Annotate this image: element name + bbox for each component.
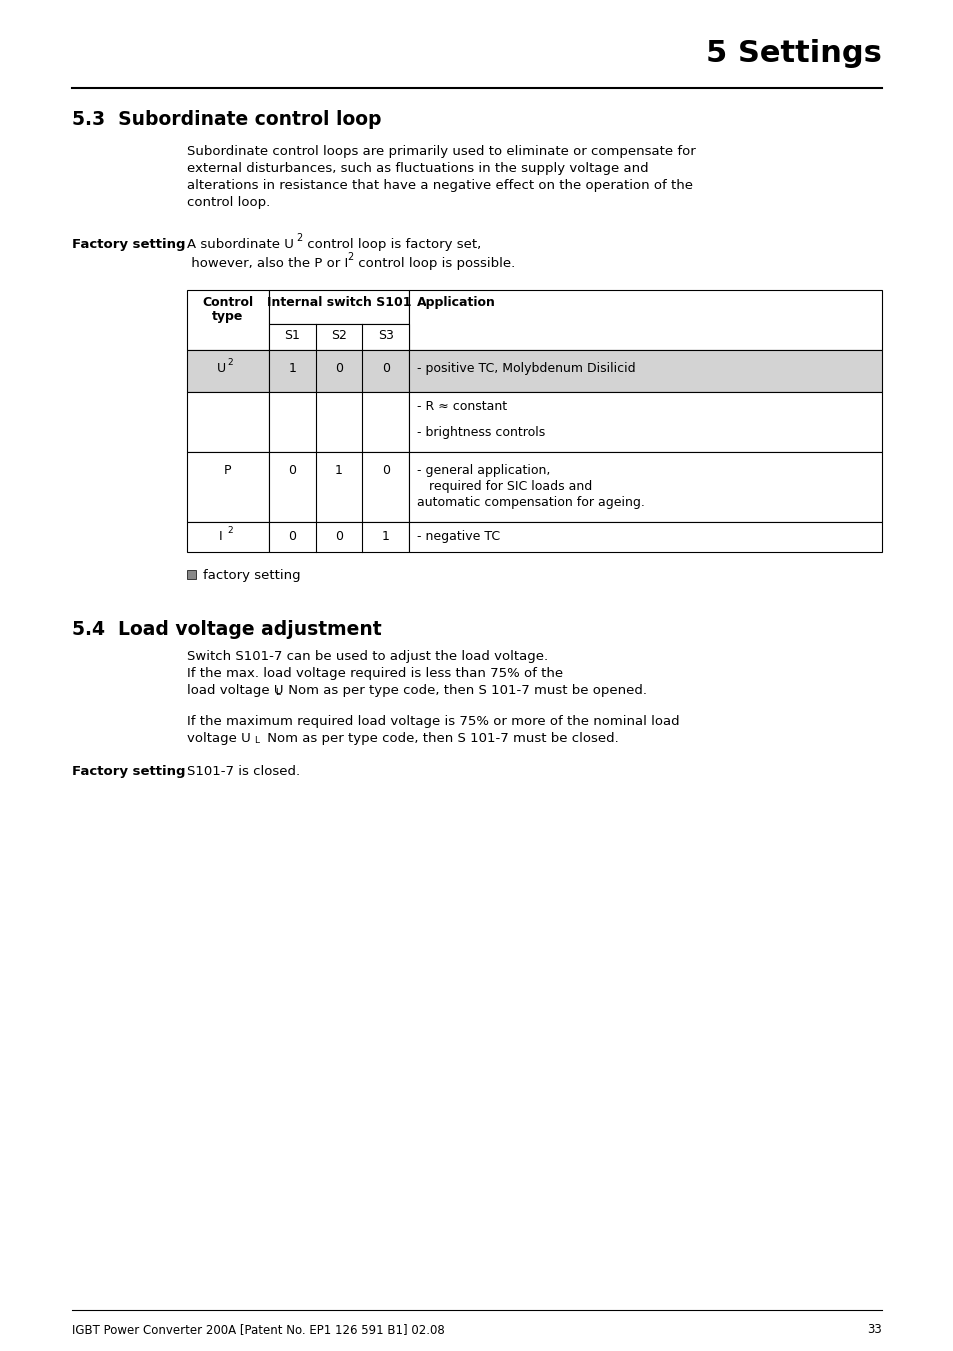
Text: alterations in resistance that have a negative effect on the operation of the: alterations in resistance that have a ne…: [187, 178, 692, 192]
Bar: [269, 521, 409, 553]
Text: L: L: [253, 736, 258, 744]
Text: IGBT Power Converter 200A [Patent No. EP1 126 591 B1] 02.08: IGBT Power Converter 200A [Patent No. EP…: [71, 1323, 444, 1336]
Text: automatic compensation for ageing.: automatic compensation for ageing.: [416, 496, 644, 509]
Bar: [409, 290, 882, 350]
Text: Nom as per type code, then S 101-7 must be closed.: Nom as per type code, then S 101-7 must …: [263, 732, 618, 744]
Bar: [409, 453, 882, 521]
Text: S101-7 is closed.: S101-7 is closed.: [187, 765, 300, 778]
Text: Nom as per type code, then S 101-7 must be opened.: Nom as per type code, then S 101-7 must …: [284, 684, 646, 697]
Bar: [269, 324, 409, 350]
Text: If the max. load voltage required is less than 75% of the: If the max. load voltage required is les…: [187, 667, 562, 680]
Text: control loop.: control loop.: [187, 196, 270, 209]
Text: required for SIC loads and: required for SIC loads and: [429, 480, 592, 493]
Bar: [269, 453, 409, 521]
Text: control loop is possible.: control loop is possible.: [354, 257, 515, 270]
Text: however, also the P or I: however, also the P or I: [187, 257, 348, 270]
Bar: [409, 521, 882, 553]
Bar: [269, 350, 409, 392]
Text: Application: Application: [416, 296, 496, 309]
Text: Internal switch S101: Internal switch S101: [267, 296, 411, 309]
Text: I: I: [219, 530, 223, 543]
Text: A subordinate U: A subordinate U: [187, 238, 294, 251]
Text: type: type: [213, 309, 243, 323]
Text: 0: 0: [381, 463, 389, 477]
Text: - positive TC, Molybdenum Disilicid: - positive TC, Molybdenum Disilicid: [416, 362, 635, 376]
Text: U: U: [216, 362, 225, 376]
Bar: [269, 290, 409, 324]
Text: 5.3  Subordinate control loop: 5.3 Subordinate control loop: [71, 109, 381, 128]
Text: load voltage U: load voltage U: [187, 684, 283, 697]
Text: - general application,: - general application,: [416, 463, 550, 477]
Text: 0: 0: [288, 530, 296, 543]
Text: factory setting: factory setting: [203, 569, 300, 582]
Text: If the maximum required load voltage is 75% or more of the nominal load: If the maximum required load voltage is …: [187, 715, 679, 728]
Text: voltage U: voltage U: [187, 732, 251, 744]
Text: Factory setting: Factory setting: [71, 765, 185, 778]
Bar: [187, 521, 269, 553]
Text: 2: 2: [347, 253, 353, 262]
Text: S3: S3: [377, 330, 394, 342]
Text: Control: Control: [202, 296, 253, 309]
Text: - R ≈ constant: - R ≈ constant: [416, 400, 507, 413]
Bar: [269, 392, 409, 453]
Text: P: P: [224, 463, 232, 477]
Text: Switch S101-7 can be used to adjust the load voltage.: Switch S101-7 can be used to adjust the …: [187, 650, 548, 663]
Text: - brightness controls: - brightness controls: [416, 426, 545, 439]
Text: 0: 0: [381, 362, 389, 376]
Bar: [187, 570, 195, 580]
Bar: [409, 392, 882, 453]
Text: Subordinate control loops are primarily used to eliminate or compensate for: Subordinate control loops are primarily …: [187, 145, 695, 158]
Text: - negative TC: - negative TC: [416, 530, 499, 543]
Text: 0: 0: [288, 463, 296, 477]
Bar: [187, 350, 269, 392]
Text: 1: 1: [288, 362, 296, 376]
Text: external disturbances, such as fluctuations in the supply voltage and: external disturbances, such as fluctuati…: [187, 162, 648, 176]
Text: 33: 33: [866, 1323, 882, 1336]
Bar: [187, 290, 269, 350]
Text: 2: 2: [295, 232, 302, 243]
Bar: [187, 392, 269, 453]
Bar: [187, 453, 269, 521]
Text: S1: S1: [284, 330, 300, 342]
Bar: [409, 350, 882, 392]
Text: 1: 1: [335, 463, 342, 477]
Text: 5 Settings: 5 Settings: [705, 39, 882, 68]
Text: 0: 0: [335, 530, 343, 543]
Text: L: L: [274, 688, 280, 697]
Text: Factory setting: Factory setting: [71, 238, 185, 251]
Text: S2: S2: [331, 330, 347, 342]
Text: 2: 2: [227, 526, 233, 535]
Text: 5.4  Load voltage adjustment: 5.4 Load voltage adjustment: [71, 620, 381, 639]
Text: 1: 1: [381, 530, 389, 543]
Text: 2: 2: [227, 358, 233, 367]
Text: control loop is factory set,: control loop is factory set,: [303, 238, 480, 251]
Text: 0: 0: [335, 362, 343, 376]
